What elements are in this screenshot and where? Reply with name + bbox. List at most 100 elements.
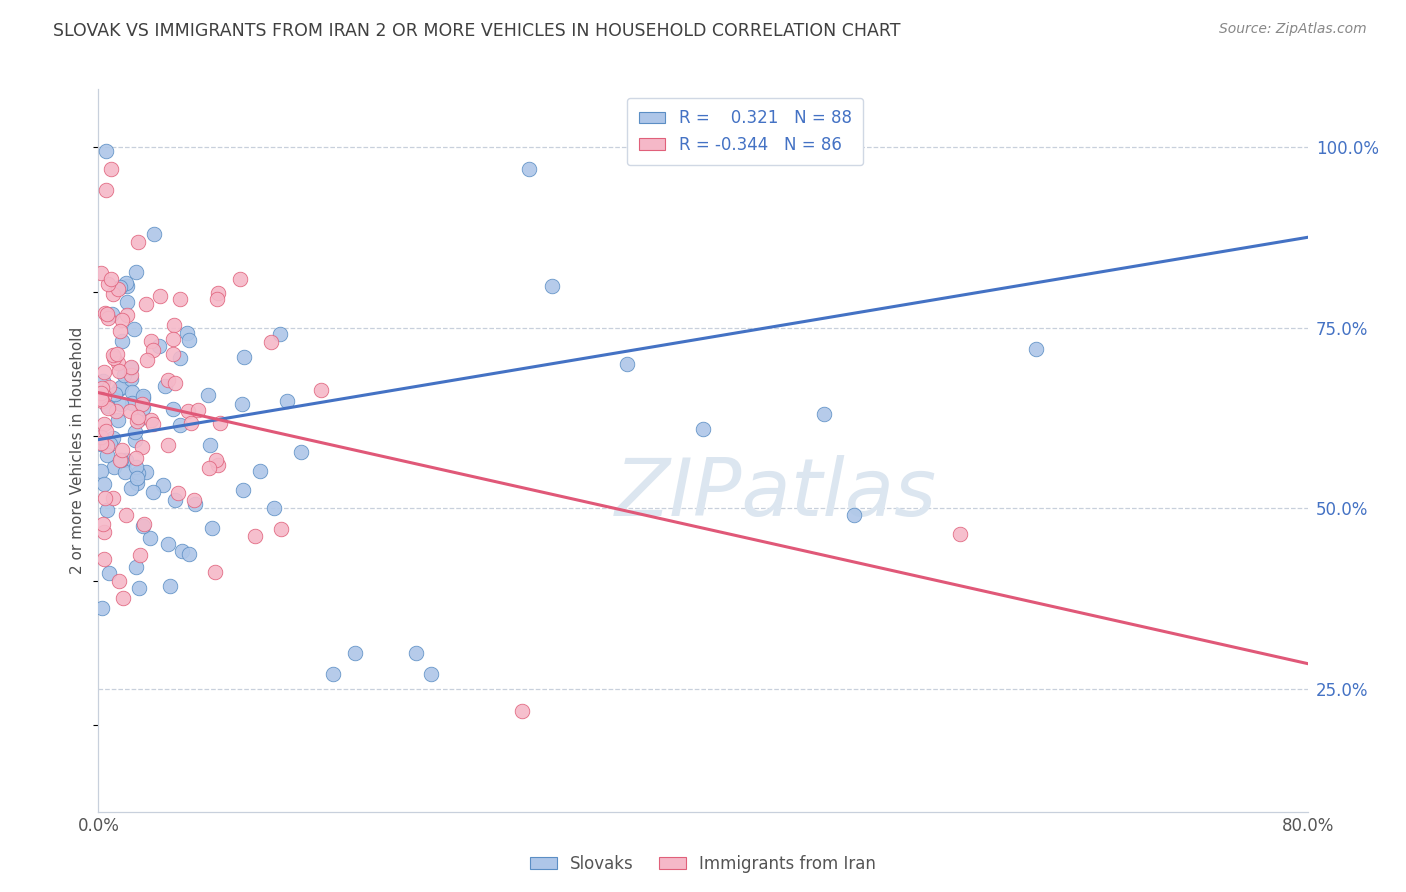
Point [405,646,427,660]
Point [100,272,122,286]
Point [93,524,115,539]
Point [124,322,146,336]
Point [96,502,118,516]
Point [692,422,714,436]
Point [204,565,226,579]
Point [96,399,118,413]
Point [97,277,120,291]
Point [540,279,562,293]
Point [162,347,184,361]
Point [96,307,118,321]
Point [162,332,184,346]
Text: ZIPatlas: ZIPatlas [614,455,936,533]
Point [179,547,201,561]
Point [101,307,124,321]
Point [90,463,112,477]
Point [231,397,253,411]
Point [517,161,540,176]
Point [270,522,292,536]
Point [101,491,124,505]
Point [125,559,148,574]
Point [311,383,333,397]
Point [132,389,155,403]
Point [98,380,121,394]
Point [128,412,150,426]
Point [1024,343,1046,357]
Point [132,391,155,405]
Point [108,280,131,294]
Point [97,310,120,325]
Point [94,306,117,320]
Point [103,459,125,474]
Point [124,433,146,447]
Point [163,376,186,390]
Point [108,574,131,589]
Point [813,407,835,421]
Point [94,144,117,158]
Point [290,444,312,458]
Point [167,486,190,500]
Point [93,516,115,531]
Point [117,308,139,322]
Point [108,363,131,377]
Point [96,438,118,452]
Point [105,404,128,418]
Point [110,396,132,410]
Point [205,292,228,306]
Point [104,387,127,401]
Point [510,704,533,718]
Point [172,543,194,558]
Point [208,416,231,430]
Point [120,368,142,383]
Point [111,312,134,326]
Point [159,579,181,593]
Point [127,466,149,480]
Point [165,493,187,508]
Point [118,404,141,418]
Point [245,529,267,543]
Point [121,395,143,409]
Point [111,334,134,348]
Text: SLOVAK VS IMMIGRANTS FROM IRAN 2 OR MORE VEHICLES IN HOUSEHOLD CORRELATION CHART: SLOVAK VS IMMIGRANTS FROM IRAN 2 OR MORE… [53,22,901,40]
Point [198,461,221,475]
Point [93,551,115,566]
Point [201,521,224,535]
Legend: R =    0.321   N = 88, R = -0.344   N = 86: R = 0.321 N = 88, R = -0.344 N = 86 [627,97,863,165]
Point [90,430,112,444]
Point [156,373,179,387]
Point [152,478,174,492]
Point [115,279,138,293]
Point [128,548,150,562]
Point [110,453,132,467]
Point [142,485,165,500]
Point [142,343,165,358]
Point [198,438,221,452]
Point [120,372,142,386]
Point [249,464,271,478]
Point [117,295,139,310]
Point [108,382,131,396]
Point [205,452,228,467]
Point [107,356,129,370]
Point [90,394,112,409]
Point [322,667,344,681]
Point [162,401,184,416]
Point [120,360,142,375]
Point [131,440,153,454]
Point [132,518,155,533]
Point [115,277,138,291]
Legend: Slovaks, Immigrants from Iran: Slovaks, Immigrants from Iran [523,848,883,880]
Point [156,537,179,551]
Point [121,384,143,399]
Point [142,417,165,432]
Point [100,161,122,176]
Point [125,471,148,485]
Point [134,517,156,532]
Point [115,453,138,467]
Point [135,297,157,311]
Point [108,325,131,339]
Point [163,318,186,333]
Point [103,351,125,366]
Point [148,339,170,353]
Point [128,582,150,596]
